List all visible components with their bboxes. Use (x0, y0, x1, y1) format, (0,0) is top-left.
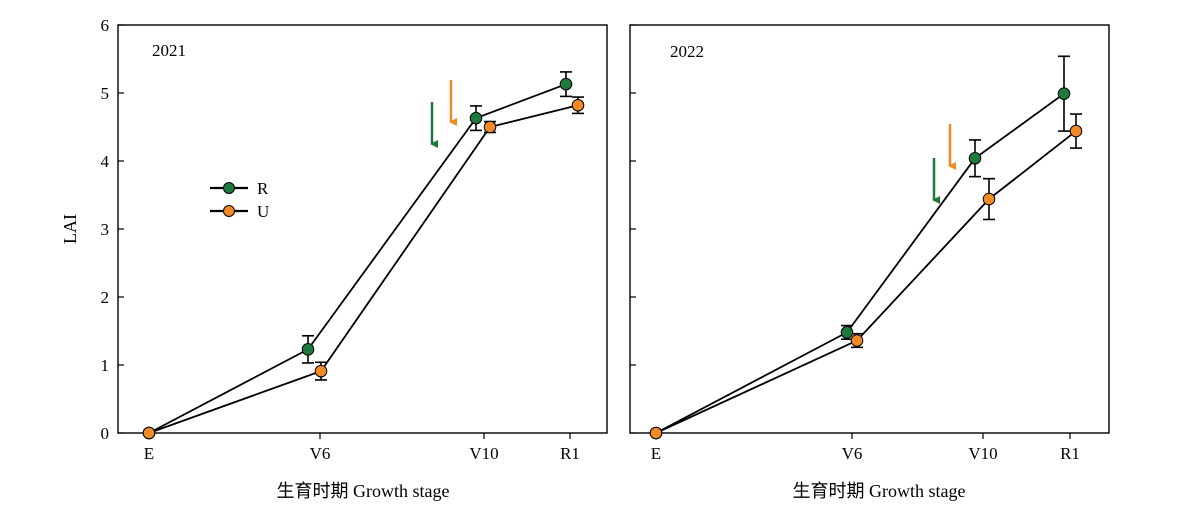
y-axis-title: LAI (60, 214, 80, 244)
panel-title-2021: 2021 (152, 41, 186, 60)
data-point-2021-R-R1 (559, 77, 573, 91)
data-point-2022-U-E (649, 426, 663, 440)
x-axis-2021: E V6 V10 R1 (144, 433, 580, 463)
x-tick-label-2021-R1: R1 (560, 444, 580, 463)
x-tick-label-2022-V10: V10 (968, 444, 997, 463)
series-layer-2021 (142, 71, 585, 440)
y-axis-2021: 0 1 2 3 4 5 6 (101, 16, 124, 443)
data-point-2021-U-R1 (571, 98, 585, 112)
data-point-2022-U-V10 (982, 192, 996, 206)
series-line-2021-U (148, 104, 579, 434)
data-point-2022-U-R1 (1069, 124, 1083, 138)
series-layer-2022 (649, 55, 1083, 440)
x-tick-label-2021-E: E (144, 444, 154, 463)
x-axis-title-2022: 生育时期 Growth stage (793, 481, 966, 501)
data-point-2022-R-R1 (1057, 87, 1071, 100)
data-point-2021-U-V10 (483, 120, 497, 134)
y-tick-label-1: 1 (101, 356, 110, 375)
y-tick-label-3: 3 (101, 220, 110, 239)
x-tick-label-2022-V6: V6 (842, 444, 863, 463)
y-tick-label-5: 5 (101, 84, 110, 103)
data-point-2021-R-V6 (301, 343, 315, 356)
legend-item-u: U (210, 202, 269, 221)
data-point-2021-U-E (142, 426, 156, 440)
x-axis-2022: E V6 V10 R1 (651, 433, 1080, 463)
data-point-2022-R-V10 (968, 151, 982, 165)
legend: R U (210, 179, 269, 221)
plot-frame-2021 (117, 24, 608, 434)
y-tick-label-0: 0 (101, 424, 110, 443)
x-tick-label-2021-V10: V10 (469, 444, 498, 463)
data-point-2022-U-V6 (850, 334, 864, 347)
legend-marker-u (223, 205, 235, 217)
x-axis-title-2021: 生育时期 Growth stage (277, 481, 450, 501)
legend-item-r: R (210, 179, 269, 198)
legend-label-u: U (257, 202, 269, 221)
x-tick-label-2021-V6: V6 (310, 444, 331, 463)
x-tick-label-2022-E: E (651, 444, 661, 463)
data-point-2021-U-V6 (314, 364, 328, 378)
series-line-2022-U (655, 130, 1077, 434)
series-line-2022-R (655, 92, 1065, 434)
y-tick-label-6: 6 (101, 16, 110, 35)
plot-frame-2022 (629, 24, 1110, 434)
y-axis-2022 (630, 24, 636, 434)
series-line-2021-R (148, 83, 567, 434)
data-point-2022-R-V6 (840, 326, 854, 339)
chart-panel-2021: 0 1 2 3 4 5 6 E V6 V10 R1 2021 LAI 生育时期 Growth st… (60, 16, 608, 501)
data-point-2021-R-V10 (469, 111, 483, 125)
panel-title-2022: 2022 (670, 42, 704, 61)
y-tick-label-2: 2 (101, 288, 110, 307)
legend-label-r: R (257, 179, 269, 198)
chart-panel-2022: E V6 V10 R1 2022 生育时期 Growth stage (629, 24, 1110, 501)
y-tick-label-4: 4 (101, 152, 110, 171)
x-tick-label-2022-R1: R1 (1060, 444, 1080, 463)
legend-marker-r (223, 182, 235, 194)
